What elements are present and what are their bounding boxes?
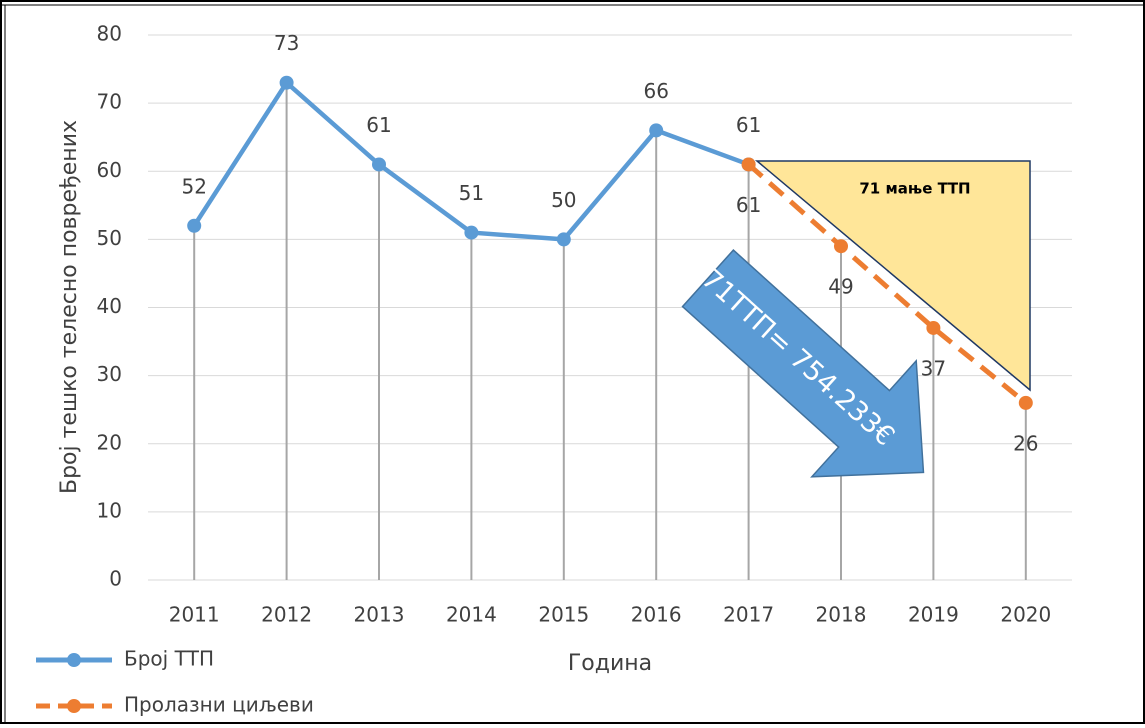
y-tick-label: 20 [97, 430, 122, 454]
data-label: 37 [921, 356, 946, 380]
data-label: 52 [181, 174, 206, 198]
triangle-label: 71 мање ТТП [859, 180, 970, 198]
series-marker [741, 157, 756, 172]
legend-marker [67, 653, 81, 667]
x-axis-label: Година [568, 651, 652, 676]
series-marker [187, 218, 202, 233]
series-marker [464, 225, 479, 240]
series-marker [1018, 395, 1033, 410]
y-axis-label: Број тешко телесно повређених [57, 120, 82, 494]
x-tick-label: 2014 [446, 603, 497, 627]
y-tick-label: 70 [97, 90, 122, 114]
series-marker [834, 239, 848, 254]
data-label: 61 [366, 113, 391, 137]
x-tick-label: 2016 [631, 603, 682, 627]
x-tick-label: 2018 [816, 603, 867, 627]
series-line [192, 80, 750, 242]
series-line [746, 162, 1028, 405]
x-tick-label: 2020 [1000, 603, 1051, 627]
y-tick-label: 30 [97, 362, 122, 386]
data-label: 50 [551, 188, 576, 212]
arrow [681, 249, 925, 478]
data-label: 61 [736, 193, 761, 217]
plot-area: 0 10 20 30 40 50 60 70 80 2011 2012 2013 2014 2015 201… [97, 22, 1072, 627]
x-tick-label: 2019 [908, 603, 959, 627]
arrow-label: 71ТТП= 754.233€ [695, 263, 900, 452]
data-label: 73 [274, 31, 299, 55]
x-tick-label: 2015 [538, 603, 589, 627]
series-marker [649, 123, 664, 138]
reduction-triangle [754, 160, 1031, 392]
legend-marker [67, 699, 81, 713]
x-tick-label: 2017 [723, 603, 774, 627]
data-label: 49 [828, 275, 853, 299]
series-marker [556, 232, 571, 247]
y-tick-label: 0 [109, 567, 122, 591]
series-marker [279, 75, 294, 90]
x-tick-label: 2011 [169, 603, 220, 627]
data-label: 26 [1013, 431, 1038, 455]
y-tick-label: 40 [97, 294, 122, 318]
legend-label: Пролазни циљеви [124, 693, 314, 717]
y-tick-label: 10 [97, 498, 122, 522]
y-tick-label: 80 [97, 22, 122, 46]
series-marker [926, 320, 941, 335]
y-tick-label: 60 [97, 158, 122, 182]
legend-label: Број ТТП [124, 647, 214, 671]
series-marker [372, 157, 386, 172]
x-tick-label: 2013 [354, 603, 405, 627]
y-tick-label: 50 [97, 226, 122, 250]
data-label: 51 [459, 181, 484, 205]
x-tick-label: 2012 [261, 603, 312, 627]
data-label: 66 [643, 79, 668, 103]
data-label: 61 [736, 113, 761, 137]
